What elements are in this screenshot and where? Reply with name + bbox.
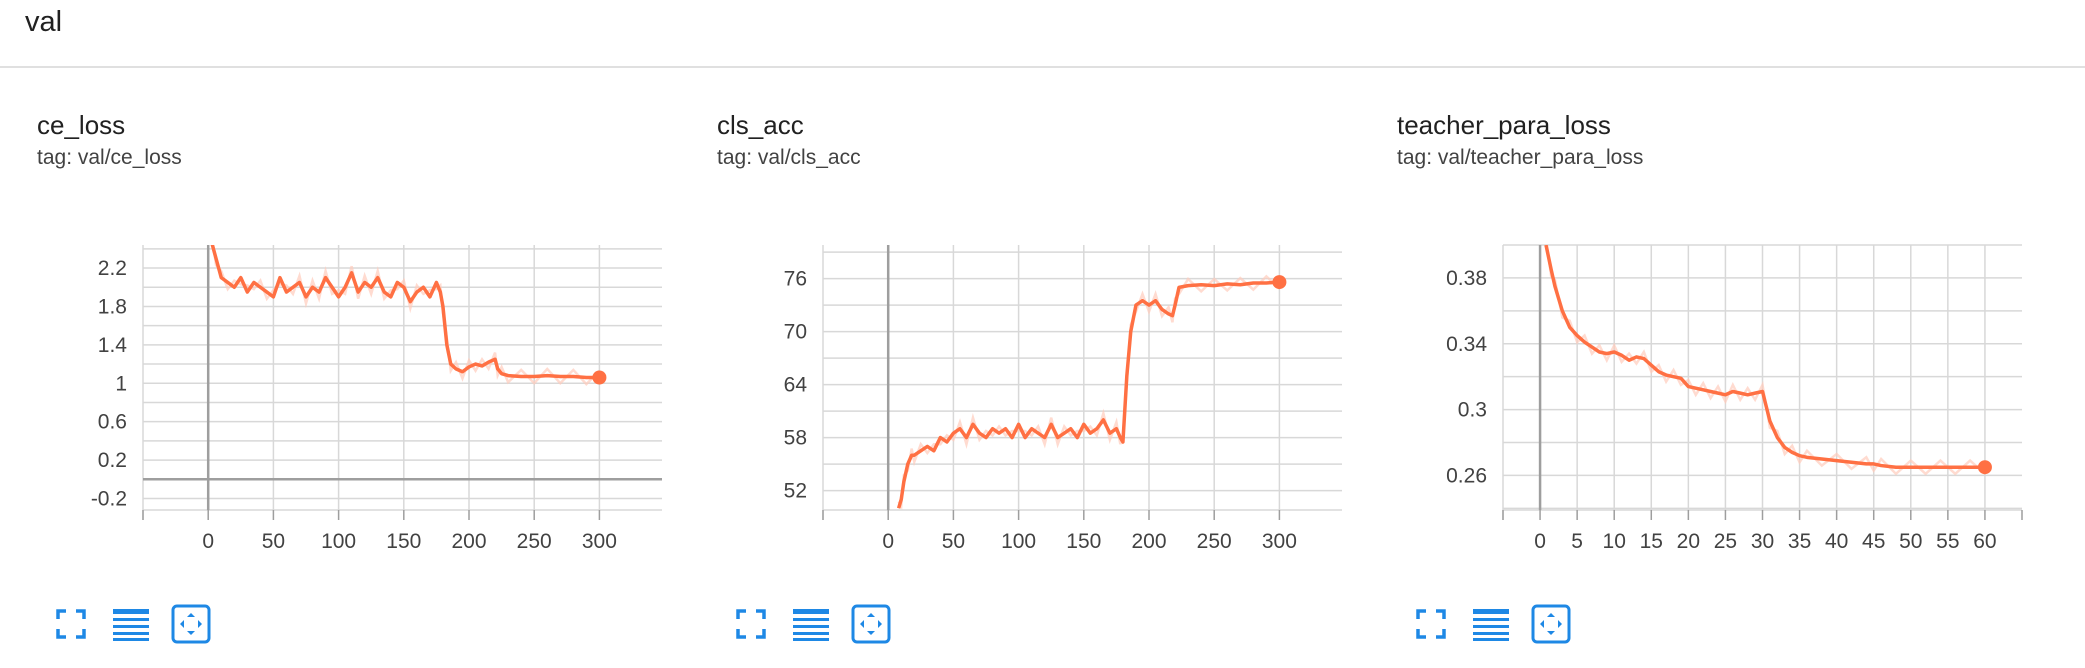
y-tick-label: 52 <box>784 480 807 503</box>
data-table-button[interactable] <box>1471 604 1511 644</box>
x-tick-label: 0 <box>202 530 214 553</box>
fit-domain-button[interactable] <box>171 604 211 644</box>
y-tick-label: 0.26 <box>1446 464 1487 487</box>
x-tick-label: 250 <box>517 530 552 553</box>
x-tick-label: 40 <box>1825 530 1848 553</box>
x-tick-label: 0 <box>882 530 894 553</box>
y-tick-label: 58 <box>784 427 807 450</box>
raw-series-line <box>1545 245 1986 476</box>
fullscreen-button[interactable] <box>51 604 91 644</box>
x-tick-label: 50 <box>1899 530 1922 553</box>
line-chart[interactable]: 0 50 100 150 200 250 300 -0.2 0.2 0.6 1 1.4 1.8 2.2 <box>25 190 665 600</box>
card-tag: tag: val/teacher_para_loss <box>1397 146 1644 169</box>
y-tick-label: 0.2 <box>98 449 127 472</box>
y-tick-label: -0.2 <box>91 487 127 510</box>
y-tick-label: 2.2 <box>98 257 127 280</box>
y-tick-label: 0.3 <box>1458 399 1487 422</box>
card-tag: tag: val/ce_loss <box>37 146 182 169</box>
x-tick-label: 30 <box>1751 530 1774 553</box>
grid <box>823 245 1342 510</box>
x-tick-label: 45 <box>1862 530 1885 553</box>
x-tick-label: 10 <box>1603 530 1626 553</box>
x-tick-label: 150 <box>1066 530 1101 553</box>
grid <box>1503 244 2022 510</box>
x-tick-label: 100 <box>1001 530 1036 553</box>
fit-domain-icon <box>851 604 891 644</box>
x-tick-label: 300 <box>582 530 617 553</box>
y-tick-label: 0.38 <box>1446 267 1487 290</box>
x-tick-label: 15 <box>1640 530 1663 553</box>
x-tick-label: 20 <box>1677 530 1700 553</box>
chart-card-cls-acc: cls_acc tag: val/cls_acc 0 50 100 150 200 250… <box>705 100 1345 660</box>
chart-card-ce-loss: ce_loss tag: val/ce_loss 0 50 100 150 200 250… <box>25 100 665 660</box>
y-tick-label: 1 <box>115 372 127 395</box>
last-point-marker[interactable] <box>592 370 607 385</box>
series-group <box>210 245 601 386</box>
card-title: ce_loss <box>37 110 126 140</box>
x-tick-label: 300 <box>1262 530 1297 553</box>
y-tick-label: 1.4 <box>98 334 128 357</box>
fit-domain-button[interactable] <box>851 604 891 644</box>
section-header: val <box>0 0 2085 68</box>
grid <box>143 245 662 510</box>
series-group <box>896 274 1281 510</box>
raw-series-line <box>211 245 601 386</box>
y-tick-label: 0.6 <box>98 411 127 434</box>
x-tick-label: 5 <box>1571 530 1583 553</box>
x-tick-label: 55 <box>1936 530 1959 553</box>
chart-card-teacher-para-loss: teacher_para_loss tag: val/teacher_para_… <box>1385 100 2025 660</box>
smoothed-series-line <box>1544 245 1985 469</box>
x-tick-label: 100 <box>321 530 356 553</box>
fit-domain-icon <box>171 604 211 644</box>
fit-domain-icon <box>1531 604 1571 644</box>
line-chart[interactable]: 0 50 100 150 200 250 300 52 58 64 70 76 <box>705 190 1345 600</box>
last-point-marker[interactable] <box>1272 275 1287 290</box>
x-tick-label: 50 <box>262 530 285 553</box>
section-title: val <box>25 6 63 38</box>
data-table-icon <box>113 609 149 641</box>
card-tag: tag: val/cls_acc <box>717 146 861 169</box>
data-table-button[interactable] <box>791 604 831 644</box>
x-tick-label: 200 <box>451 530 486 553</box>
y-tick-label: 70 <box>784 321 807 344</box>
card-title: teacher_para_loss <box>1397 110 1611 140</box>
fullscreen-button[interactable] <box>1411 604 1451 644</box>
x-tick-label: 200 <box>1131 530 1166 553</box>
x-tick-label: 50 <box>942 530 965 553</box>
line-chart[interactable]: 0 5 10 15 20 25 30 35 40 45 50 55 60 0.26 0.3 0.34 0.38 <box>1385 190 2025 600</box>
fullscreen-icon <box>1416 609 1446 639</box>
y-tick-label: 64 <box>784 374 808 397</box>
fullscreen-icon <box>56 609 86 639</box>
y-tick-label: 0.34 <box>1446 333 1487 356</box>
fullscreen-icon <box>736 609 766 639</box>
smoothed-series-line <box>896 280 1280 509</box>
card-title: cls_acc <box>717 110 804 140</box>
data-table-button[interactable] <box>111 604 151 644</box>
fit-domain-button[interactable] <box>1531 604 1571 644</box>
y-tick-label: 1.8 <box>98 295 127 318</box>
raw-series-line <box>897 274 1281 510</box>
data-table-icon <box>793 609 829 641</box>
y-tick-label: 76 <box>784 268 807 291</box>
fullscreen-button[interactable] <box>731 604 771 644</box>
x-tick-label: 25 <box>1714 530 1737 553</box>
data-table-icon <box>1473 609 1509 641</box>
x-tick-label: 250 <box>1197 530 1232 553</box>
x-tick-label: 60 <box>1973 530 1996 553</box>
x-tick-label: 150 <box>386 530 421 553</box>
last-point-marker[interactable] <box>1977 460 1992 475</box>
x-tick-label: 0 <box>1534 530 1546 553</box>
series-group <box>1544 245 1986 476</box>
x-tick-label: 35 <box>1788 530 1811 553</box>
smoothed-series-line <box>210 245 600 380</box>
